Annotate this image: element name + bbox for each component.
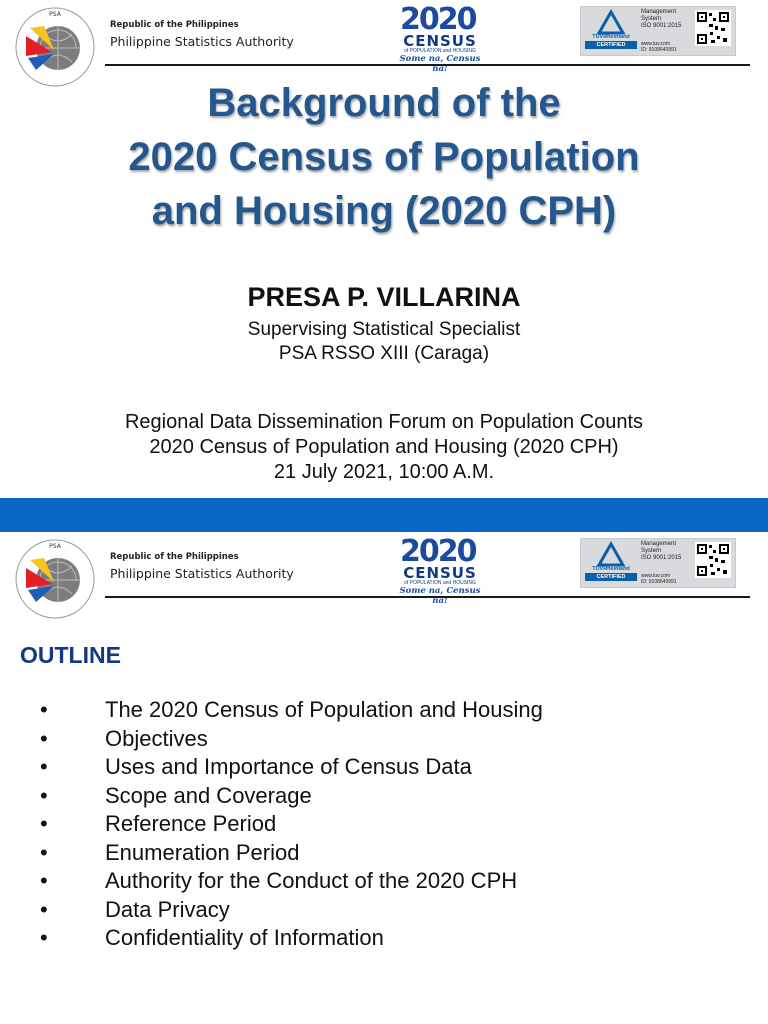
bullet: • (40, 896, 48, 922)
tuv-triangle-icon (596, 541, 626, 567)
bullet: • (40, 697, 48, 722)
iso-certification-badge: TÜVRheinland CERTIFIED Management System… (580, 6, 736, 56)
census-year: 2020 (400, 2, 477, 37)
title-slide: PSA Republic of the Philippines Philippi… (0, 0, 768, 498)
list-item: • Scope and Coverage (40, 782, 543, 811)
bullet: • (40, 754, 48, 779)
cert-id-text: www.tuv.com ID: 9108640991 (641, 41, 677, 53)
slide-header: PSA Republic of the Philippines Philippi… (0, 532, 768, 619)
certified-label: CERTIFIED (585, 41, 637, 49)
bullet: • (40, 925, 48, 950)
header-divider (105, 596, 750, 598)
bullet: • (40, 839, 48, 865)
outline-list: • The 2020 Census of Population and Housi… (40, 696, 543, 953)
agency-name: Philippine Statistics Authority (110, 34, 294, 49)
list-item: • Enumeration Period (40, 839, 543, 868)
tuv-brand: TÜVRheinland (592, 566, 630, 572)
census-year: 2020 (400, 534, 477, 569)
qr-code-icon (695, 542, 731, 578)
census-word: CENSUS (403, 32, 477, 50)
bullet: • (40, 725, 48, 751)
census-word: CENSUS (403, 564, 477, 582)
bullet: • (40, 811, 48, 836)
census-tagline: Some na, Census na! (399, 54, 481, 74)
presenter-position: Supervising Statistical Specialist PSA R… (247, 319, 521, 364)
psa-seal-logo: PSA (15, 539, 95, 619)
census-tagline: Some na, Census na! (399, 586, 481, 606)
svg-text:PSA: PSA (49, 11, 62, 18)
agency-block: Republic of the Philippines Philippine S… (110, 20, 294, 49)
slide-title: Background of the 2020 Census of Populat… (128, 81, 640, 233)
outline-heading: OUTLINE (20, 642, 121, 668)
slide-header: PSA Republic of the Philippines Philippi… (0, 0, 768, 87)
list-item: • The 2020 Census of Population and Housi… (40, 696, 543, 725)
svg-text:PSA: PSA (49, 543, 62, 550)
tuv-triangle-icon (596, 9, 626, 35)
header-divider (105, 64, 750, 66)
list-item: • Objectives (40, 725, 543, 754)
certified-label: CERTIFIED (585, 573, 637, 581)
bullet: • (40, 782, 48, 808)
outline-slide: PSA Republic of the Philippines Philippi… (0, 532, 768, 1024)
slide-separator-band (0, 498, 768, 532)
presenter-name: PRESA P. VILLARINA (247, 282, 521, 312)
cert-id-text: www.tuv.com ID: 9108640991 (641, 573, 677, 585)
event-details: Regional Data Dissemination Forum on Pop… (124, 411, 644, 483)
list-item: • Data Privacy (40, 896, 543, 925)
management-system-text: Management System ISO 9001:2015 (641, 541, 682, 561)
management-system-text: Management System ISO 9001:2015 (641, 9, 682, 29)
list-item: • Confidentiality of Information (40, 924, 543, 953)
iso-certification-badge: TÜVRheinland CERTIFIED Management System… (580, 538, 736, 588)
census-subtitle: of POPULATION and HOUSING (404, 580, 476, 586)
republic-label: Republic of the Philippines (110, 20, 239, 30)
census-2020-logo: 2020 CENSUS of POPULATION and HOUSING So… (398, 2, 482, 74)
tuv-brand: TÜVRheinland (592, 34, 630, 40)
republic-label: Republic of the Philippines (110, 552, 239, 562)
census-2020-logo: 2020 CENSUS of POPULATION and HOUSING So… (398, 534, 482, 606)
census-subtitle: of POPULATION and HOUSING (404, 48, 476, 54)
list-item: • Authority for the Conduct of the 2020 C… (40, 867, 543, 896)
qr-code-icon (695, 10, 731, 46)
list-item: • Uses and Importance of Census Data (40, 753, 543, 782)
bullet: • (40, 868, 48, 893)
list-item: • Reference Period (40, 810, 543, 839)
agency-name: Philippine Statistics Authority (110, 566, 294, 581)
agency-block: Republic of the Philippines Philippine S… (110, 552, 294, 581)
psa-seal-logo: PSA (15, 7, 95, 87)
